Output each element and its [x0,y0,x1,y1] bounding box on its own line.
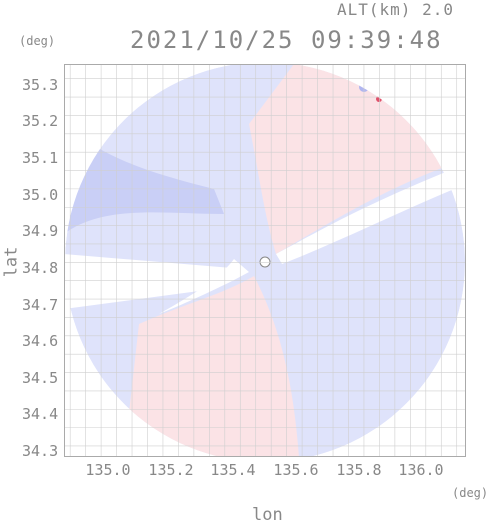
radar-map-plot [64,64,466,457]
zero-velocity-band-west [159,259,249,314]
datetime-label: 2021/10/25 09:39:48 [130,26,443,54]
x-tick-label: 136.0 [398,461,444,479]
y-tick-label: 34.3 [22,442,59,460]
y-axis-unit: (deg) [19,34,56,48]
y-tick-label: 34.9 [22,222,59,240]
y-tick-label: 34.6 [22,332,59,350]
y-tick-label: 34.7 [22,296,59,314]
y-tick-label: 35.1 [22,149,59,167]
x-tick-label: 135.4 [210,461,256,479]
y-tick-label: 34.8 [22,259,59,277]
y-tick-label: 35.2 [22,112,59,130]
y-tick-label: 34.4 [22,405,59,423]
x-tick-label: 135.6 [273,461,319,479]
altitude-label: ALT(km) 2.0 [337,0,454,19]
radar-coverage [65,64,465,457]
plot-frame [64,64,466,457]
no-data-wedge [65,254,244,309]
map-grid [64,64,466,457]
radar-site-marker [259,256,271,268]
y-tick-label: 35.3 [22,76,59,94]
away-velocity-region-south [124,276,299,457]
strong-toward-region-northwest [65,124,224,234]
x-tick-label: 135.8 [336,461,382,479]
y-axis-label: lat [1,246,22,278]
x-axis-label: lon [252,505,283,525]
y-tick-label: 34.5 [22,369,59,387]
x-axis-unit: (deg) [452,486,489,500]
x-tick-label: 135.2 [148,461,194,479]
x-tick-label: 135.0 [85,461,131,479]
y-tick-label: 35.0 [22,186,59,204]
